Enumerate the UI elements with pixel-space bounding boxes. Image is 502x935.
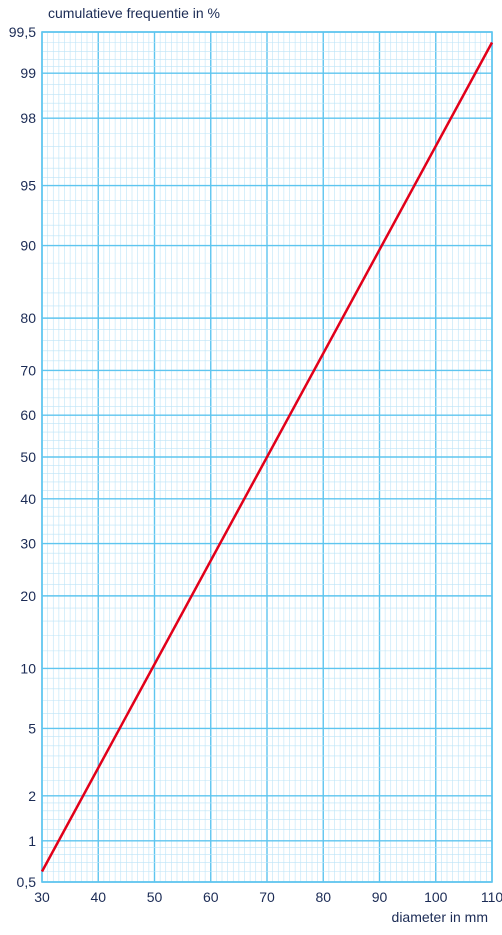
y-tick-label: 0,5 bbox=[17, 874, 37, 890]
y-tick-label: 80 bbox=[20, 310, 36, 326]
chart-svg: 0,5 1 2 5 10 20 30 40 50 60 70 80 90 95 98 99 99,5 30 40 50… bbox=[0, 0, 502, 935]
y-tick-label: 10 bbox=[20, 660, 36, 676]
y-tick-label: 5 bbox=[28, 720, 36, 736]
y-tick-label: 50 bbox=[20, 449, 36, 465]
probability-chart: 0,5 1 2 5 10 20 30 40 50 60 70 80 90 95 98 99 99,5 30 40 50… bbox=[0, 0, 502, 935]
x-tick-label: 50 bbox=[147, 889, 163, 905]
y-axis-title: cumulatieve frequentie in % bbox=[48, 5, 220, 21]
y-tick-label: 2 bbox=[28, 788, 36, 804]
x-axis-title: diameter in mm bbox=[392, 909, 488, 925]
x-tick-label: 80 bbox=[315, 889, 331, 905]
x-tick-label: 110 bbox=[481, 889, 502, 905]
y-tick-label: 99,5 bbox=[9, 24, 36, 40]
y-tick-label: 98 bbox=[20, 110, 36, 126]
y-tick-label: 70 bbox=[20, 362, 36, 378]
x-tick-label: 100 bbox=[424, 889, 448, 905]
y-tick-label: 90 bbox=[20, 238, 36, 254]
x-tick-label: 70 bbox=[259, 889, 275, 905]
y-tick-label: 30 bbox=[20, 536, 36, 552]
y-tick-label: 60 bbox=[20, 407, 36, 423]
y-tick-label: 20 bbox=[20, 588, 36, 604]
y-tick-label: 1 bbox=[28, 833, 36, 849]
x-tick-label: 40 bbox=[90, 889, 106, 905]
y-tick-label: 40 bbox=[20, 491, 36, 507]
x-tick-label: 30 bbox=[34, 889, 50, 905]
x-tick-label: 90 bbox=[372, 889, 388, 905]
x-tick-label: 60 bbox=[203, 889, 219, 905]
y-tick-label: 99 bbox=[20, 65, 36, 81]
y-tick-label: 95 bbox=[20, 178, 36, 194]
